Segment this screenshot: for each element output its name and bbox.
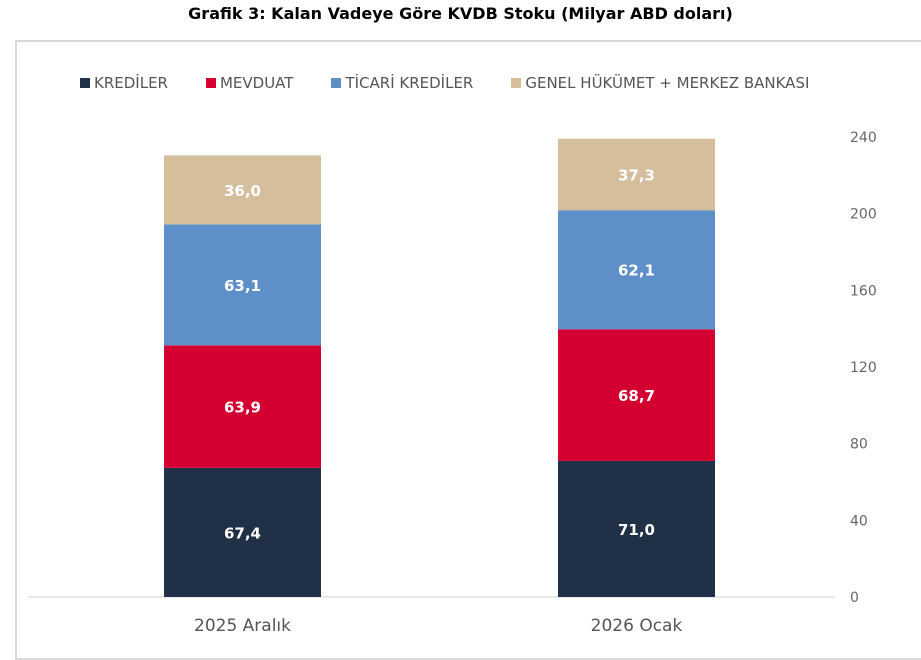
legend-item: MEVDUAT [205, 74, 294, 92]
legend-item: KREDİLER [80, 74, 168, 92]
y-tick-label: 0 [850, 590, 859, 606]
legend-item: GENEL HÜKÜMET + MERKEZ BANKASI [511, 74, 809, 92]
legend-swatch [331, 78, 342, 88]
y-tick-label: 160 [850, 283, 877, 299]
data-label: 71,0 [618, 521, 655, 539]
legend-label: MEVDUAT [219, 74, 294, 92]
y-tick-label: 80 [850, 437, 868, 453]
y-tick-label: 240 [850, 130, 877, 146]
data-label: 67,4 [224, 524, 261, 542]
chart-title: Grafik 3: Kalan Vadeye Göre KVDB Stoku (… [188, 4, 733, 23]
legend-swatch [205, 78, 216, 88]
data-label: 62,1 [618, 262, 655, 280]
data-label: 68,7 [618, 387, 655, 405]
data-label: 63,1 [224, 277, 261, 295]
bar-segment [164, 345, 321, 468]
legend-swatch [80, 78, 90, 88]
bar-segment [164, 155, 321, 225]
legend-item: TİCARİ KREDİLER [331, 74, 473, 92]
x-category-label: 2026 Ocak [591, 616, 683, 636]
x-category-label: 2025 Aralık [194, 616, 291, 636]
y-tick-label: 200 [850, 207, 877, 223]
bar-segment [558, 210, 715, 330]
bar-segment [164, 224, 321, 346]
legend-label: GENEL HÜKÜMET + MERKEZ BANKASI [525, 74, 810, 92]
legend: KREDİLER MEVDUAT TİCARİ KREDİLER GENEL HÜKÜ… [80, 74, 847, 92]
data-label: 36,0 [224, 182, 261, 200]
y-tick-label: 120 [850, 360, 877, 376]
legend-swatch [511, 78, 522, 88]
data-label: 37,3 [618, 166, 655, 184]
bar-segment [558, 460, 715, 597]
legend-label: TİCARİ KREDİLER [345, 74, 474, 92]
y-tick-label: 40 [850, 513, 868, 529]
bar-segment [558, 329, 715, 461]
legend-label: KREDİLER [94, 74, 168, 92]
bar-segment [164, 467, 321, 597]
data-label: 63,9 [224, 399, 261, 417]
bar-segment [558, 138, 715, 211]
